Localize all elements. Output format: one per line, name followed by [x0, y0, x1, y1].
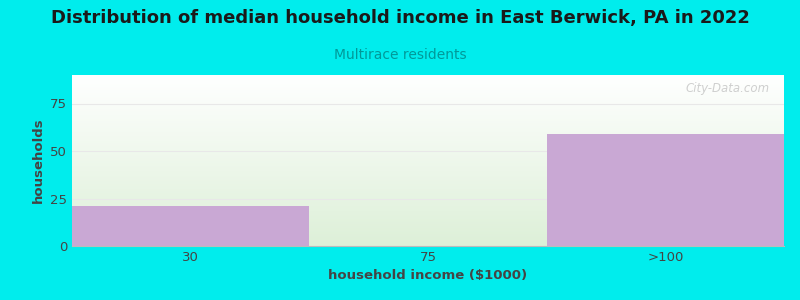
Bar — [72, 206, 310, 246]
Text: City-Data.com: City-Data.com — [686, 82, 770, 95]
Bar — [546, 134, 784, 246]
Text: Distribution of median household income in East Berwick, PA in 2022: Distribution of median household income … — [50, 9, 750, 27]
X-axis label: household income ($1000): household income ($1000) — [329, 269, 527, 282]
Y-axis label: households: households — [31, 118, 45, 203]
Text: Multirace residents: Multirace residents — [334, 48, 466, 62]
